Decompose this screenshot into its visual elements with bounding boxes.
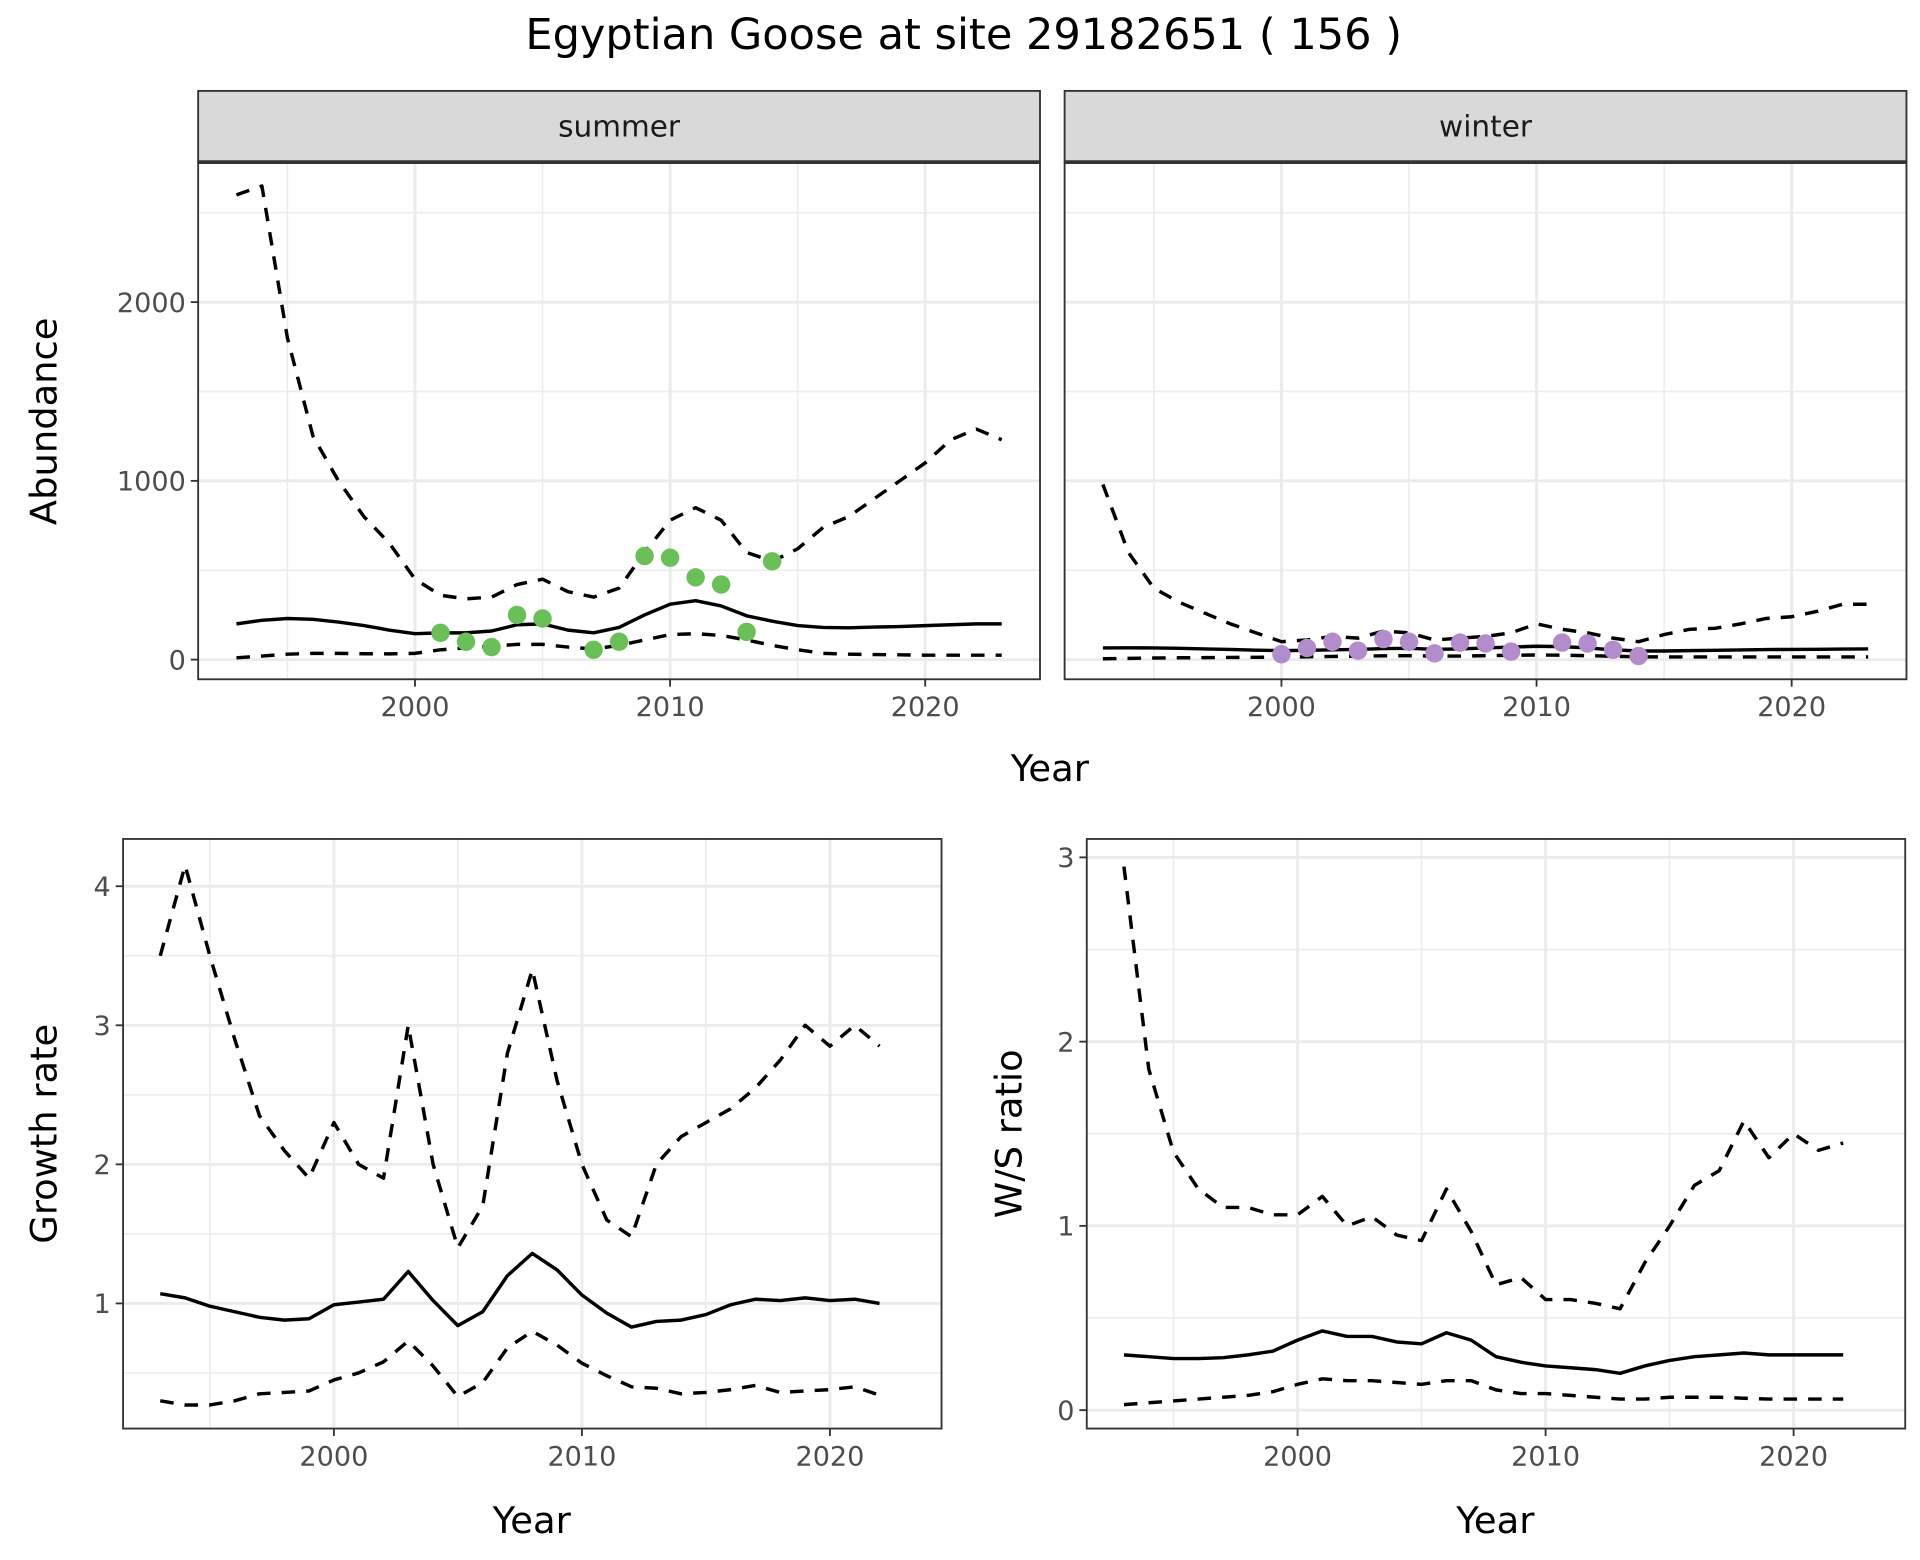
- x-tick-label: 2000: [381, 692, 450, 723]
- y-tick-label: 4: [94, 872, 111, 903]
- data-point: [507, 605, 527, 625]
- data-point: [711, 575, 731, 594]
- data-point: [609, 632, 629, 651]
- growth-y-axis-title: Growth rate: [23, 1024, 66, 1244]
- data-point: [1374, 629, 1393, 649]
- data-point: [456, 632, 476, 651]
- panel-growth: 2000 2010 2020 1 2 3 4: [94, 838, 943, 1472]
- plot-background: [198, 162, 1041, 680]
- data-point: [482, 637, 501, 657]
- data-point: [533, 609, 552, 628]
- series-line-mean: [236, 598, 1002, 636]
- y-tick-label: 3: [94, 1011, 111, 1042]
- data-point: [1297, 638, 1317, 658]
- data-point: [1629, 646, 1648, 666]
- facet-strip: [197, 89, 1041, 164]
- top-x-axis-title: Year: [1010, 747, 1090, 790]
- x-tick-label: 2010: [636, 692, 705, 723]
- ratio-y-axis-title: W/S ratio: [988, 1049, 1031, 1218]
- data-point: [1450, 633, 1470, 652]
- data-point: [660, 548, 680, 567]
- data-point: [1425, 644, 1444, 663]
- series-line-mean: [159, 1251, 880, 1329]
- series-line-lower: [236, 631, 1002, 660]
- data-point: [1348, 641, 1368, 660]
- panel-border: [1085, 838, 1907, 1430]
- x-tick-label: 2010: [1502, 692, 1571, 723]
- data-point: [762, 552, 782, 571]
- series-line-lower: [159, 1329, 881, 1407]
- panel-ratio: 2000 2010 2020 0 1 2 3: [1057, 838, 1907, 1472]
- x-tick-label: 2000: [1263, 1441, 1332, 1472]
- growth-x-axis-title: Year: [492, 1499, 572, 1542]
- data-point: [1399, 632, 1419, 651]
- figure-title: Egyptian Goose at site 29182651 ( 156 ): [525, 10, 1402, 60]
- y-tick-label: 1: [1057, 1212, 1074, 1243]
- data-point: [635, 546, 654, 566]
- y-tick-label: 1000: [117, 467, 186, 498]
- x-tick-label: 2020: [795, 1441, 864, 1472]
- facet-strip-label: winter: [1439, 109, 1533, 143]
- top-y-axis-title: Abundance: [23, 318, 66, 526]
- data-point: [1272, 645, 1291, 664]
- y-tick-label: 3: [1057, 843, 1074, 874]
- panel-summer: summer 2000 2010 2020 0 1000 2000: [117, 89, 1041, 723]
- plot-background: [123, 838, 942, 1429]
- panel-winter: winter 2000 2010 2020: [1063, 89, 1908, 723]
- ratio-x-axis-title: Year: [1455, 1499, 1535, 1542]
- data-point: [737, 622, 756, 642]
- x-tick-label: 2000: [1247, 692, 1316, 723]
- series-line-upper: [1101, 483, 1869, 644]
- y-tick-label: 2: [1057, 1027, 1074, 1058]
- y-tick-label: 2: [94, 1150, 111, 1181]
- y-tick-label: 1: [94, 1289, 111, 1320]
- data-point: [1603, 640, 1623, 659]
- data-point: [1552, 633, 1572, 652]
- series-line-upper: [158, 863, 881, 1250]
- data-point: [1476, 634, 1495, 653]
- facet-strip-label: summer: [558, 109, 681, 143]
- y-tick-label: 0: [169, 645, 186, 676]
- series-line-upper: [235, 184, 1003, 601]
- x-tick-label: 2020: [891, 692, 960, 723]
- series-line-mean: [1123, 1329, 1844, 1376]
- y-tick-label: 2000: [117, 288, 186, 319]
- x-tick-label: 2010: [1511, 1441, 1580, 1472]
- data-point: [584, 640, 603, 659]
- data-point: [686, 568, 705, 587]
- panel-border: [122, 838, 943, 1430]
- x-tick-label: 2010: [547, 1441, 616, 1472]
- y-tick-label: 0: [1057, 1396, 1074, 1427]
- data-point: [1578, 634, 1597, 653]
- data-point: [431, 623, 450, 643]
- series-line-lower: [1102, 653, 1869, 661]
- x-tick-label: 2020: [1759, 1441, 1828, 1472]
- data-point: [1501, 642, 1521, 661]
- plot-background: [1064, 162, 1907, 680]
- x-tick-label: 2000: [299, 1441, 368, 1472]
- x-tick-label: 2020: [1757, 692, 1826, 723]
- data-point: [1323, 632, 1342, 651]
